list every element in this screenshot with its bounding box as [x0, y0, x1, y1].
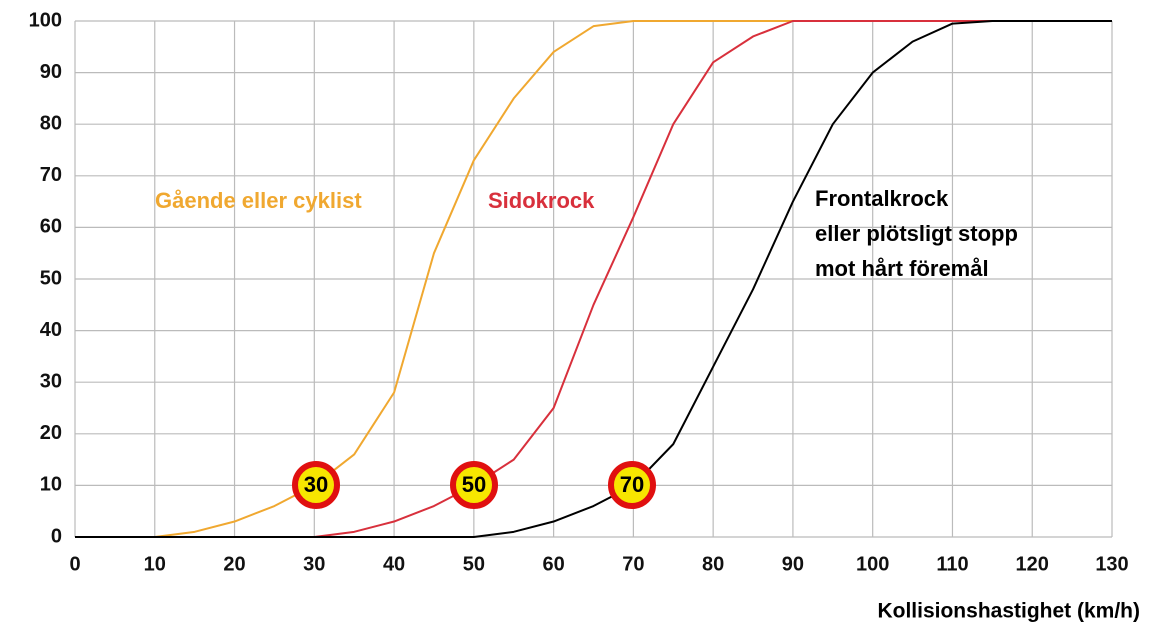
sign-circle [450, 461, 498, 509]
y-tick-label: 50 [40, 267, 62, 289]
x-tick-label: 90 [782, 553, 804, 575]
x-tick-label: 110 [936, 553, 968, 575]
x-tick-label: 10 [144, 553, 166, 575]
x-tick-label: 120 [1016, 553, 1049, 575]
speed-sign: 30 [292, 461, 340, 509]
series-label: mot hårt föremål [815, 256, 989, 281]
x-tick-label: 60 [542, 553, 564, 575]
x-tick-label: 0 [69, 553, 80, 575]
sign-circle [292, 461, 340, 509]
sign-text: 70 [620, 472, 644, 497]
x-tick-label: 30 [303, 553, 325, 575]
sign-text: 30 [304, 472, 328, 497]
y-tick-label: 0 [51, 525, 62, 547]
speed-sign: 70 [608, 461, 656, 509]
y-tick-label: 70 [40, 164, 62, 186]
line-series [75, 20, 1112, 538]
y-tick-label: 20 [40, 422, 62, 444]
series-label: Gående eller cyklist [155, 188, 362, 213]
y-tick-label: 100 [29, 9, 62, 31]
x-tick-label: 20 [223, 553, 245, 575]
x-tick-label: 130 [1095, 553, 1128, 575]
x-tick-label: 70 [622, 553, 644, 575]
sign-text: 50 [462, 472, 486, 497]
y-tick-label: 60 [40, 216, 62, 238]
speed-sign: 50 [450, 461, 498, 509]
x-tick-label: 50 [463, 553, 485, 575]
y-tick-label: 90 [40, 61, 62, 83]
x-tick-label: 40 [383, 553, 405, 575]
y-tick-label: 10 [40, 474, 62, 496]
series-label: Sidokrock [488, 188, 595, 213]
y-tick-label: 80 [40, 112, 62, 134]
sign-circle [608, 461, 656, 509]
x-axis-label: Kollisionshastighet (km/h) [877, 600, 1140, 623]
y-tick-label: 30 [40, 370, 62, 392]
series-label: eller plötsligt stopp [815, 221, 1018, 246]
x-tick-label: 100 [856, 553, 889, 575]
x-tick-label: 80 [702, 553, 724, 575]
y-tick-label: 40 [40, 319, 62, 341]
series-label: Frontalkrock [815, 186, 949, 211]
